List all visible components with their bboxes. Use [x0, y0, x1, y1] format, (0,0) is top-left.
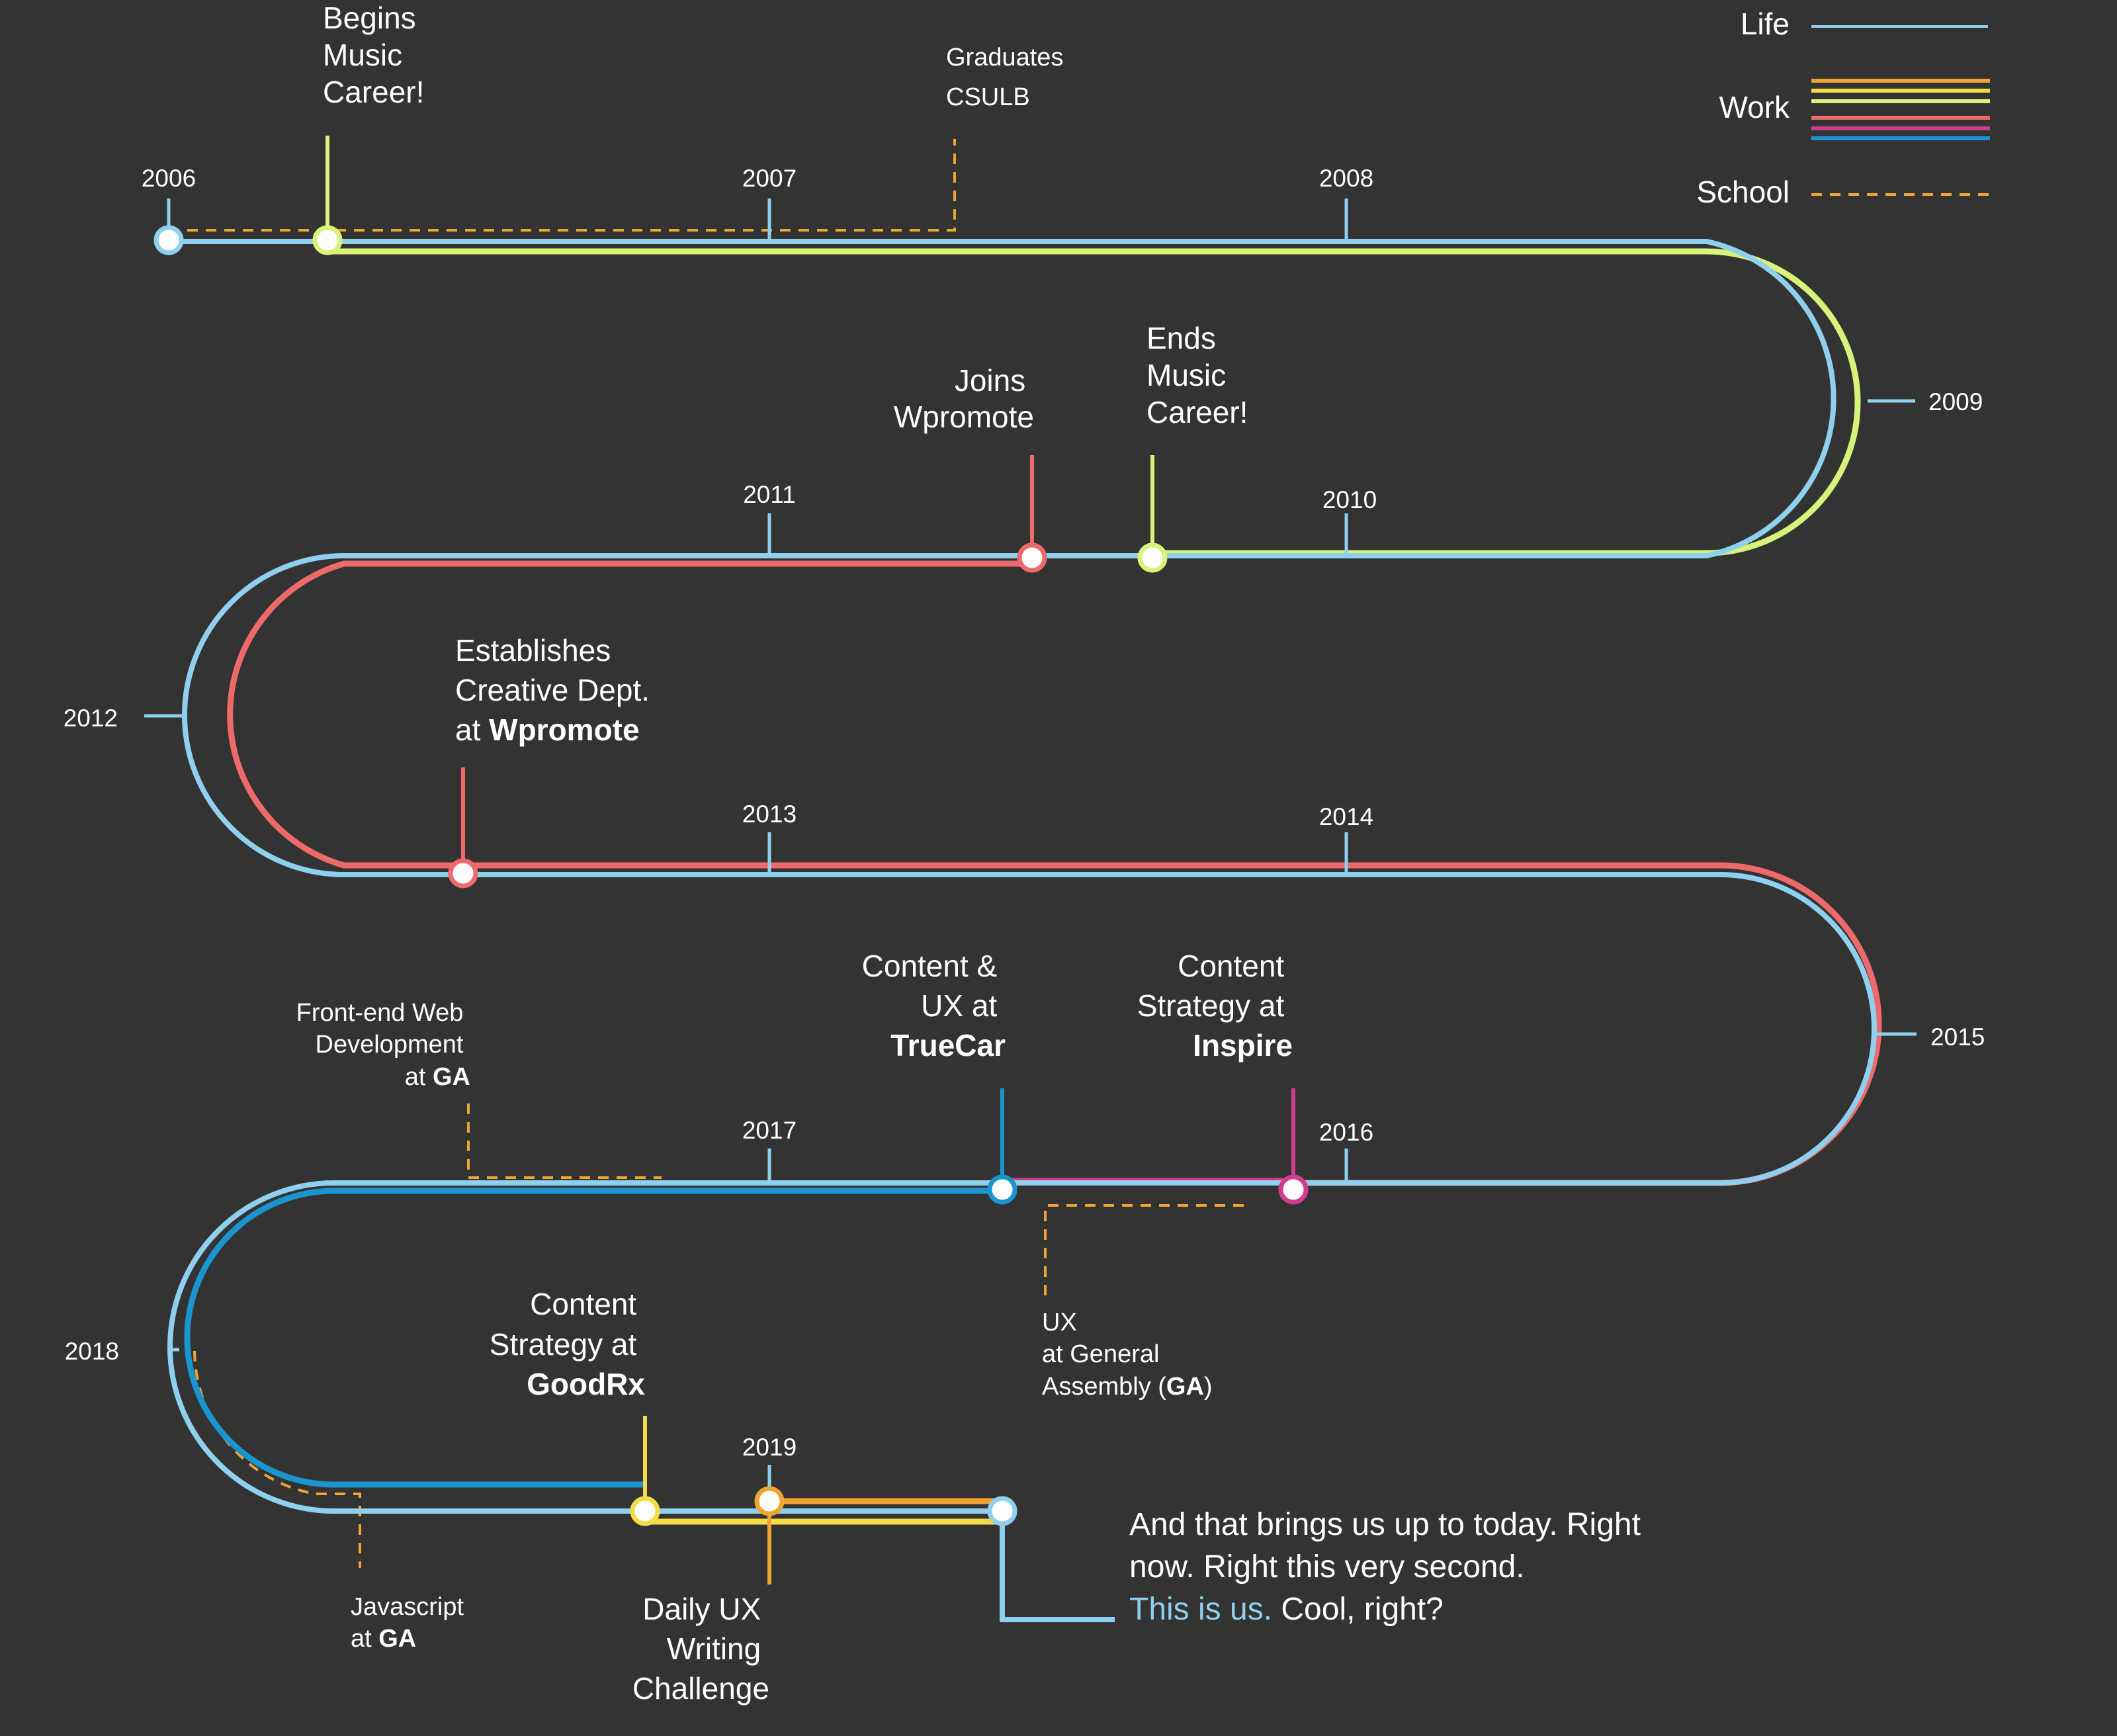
- event-nodes: [153, 225, 1309, 1526]
- legend: Life Work School: [1696, 7, 1990, 209]
- label-creative-dept: Establishes Creative Dept. at Wpromote: [455, 633, 658, 747]
- node-2006-start: [153, 225, 184, 255]
- year-2009: 2009: [1928, 388, 1983, 415]
- year-2016: 2016: [1319, 1119, 1373, 1146]
- year-2013: 2013: [742, 801, 797, 828]
- life-line: [167, 239, 1877, 1622]
- outro-text: And that brings us up to today. Right no…: [1129, 1507, 1649, 1627]
- node-daily-ux: [754, 1486, 785, 1516]
- label-inspire: Content Strategy at Inspire: [1137, 949, 1293, 1063]
- node-wpromote-join: [1017, 542, 1047, 573]
- node-today: [987, 1496, 1017, 1526]
- work-line-music: [327, 248, 1861, 556]
- year-2018: 2018: [65, 1338, 119, 1365]
- school-line-javascript: [193, 1350, 361, 1568]
- label-daily-ux: Daily UX Writing Challenge: [632, 1592, 769, 1706]
- year-2014: 2014: [1319, 803, 1373, 830]
- label-wpromote-join: Joins Wpromote: [894, 363, 1034, 434]
- node-goodrx: [630, 1496, 660, 1526]
- year-2019: 2019: [742, 1434, 797, 1461]
- legend-school-label: School: [1696, 175, 1790, 209]
- event-labels: Begins Music Career! Graduates CSULB Joi…: [296, 1, 1293, 1706]
- legend-work-label: Work: [1719, 90, 1790, 124]
- label-music-end: Ends Music Career!: [1146, 321, 1248, 429]
- year-2007: 2007: [742, 165, 797, 192]
- label-graduates: Graduates CSULB: [946, 44, 1070, 111]
- year-ticks: [144, 198, 1917, 1501]
- node-truecar: [987, 1174, 1017, 1205]
- year-2008: 2008: [1319, 165, 1373, 192]
- node-inspire: [1278, 1174, 1309, 1205]
- node-music-start: [312, 225, 343, 255]
- label-javascript: Javascript at GA: [351, 1593, 471, 1653]
- track-lines: [144, 136, 1917, 1622]
- legend-life-label: Life: [1741, 7, 1790, 41]
- year-2006: 2006: [142, 165, 196, 192]
- label-truecar: Content & UX at TrueCar: [862, 949, 1006, 1063]
- school-line-frontend: [467, 1104, 662, 1179]
- label-frontend: Front-end Web Development at GA: [296, 999, 470, 1091]
- work-line-truecar: [184, 1188, 1002, 1488]
- year-labels: 2006 2007 2008 2009 2010 2011 2012 2013 …: [64, 165, 1985, 1461]
- school-line-csulb: [169, 139, 956, 232]
- legend-work-lines: [1811, 79, 1990, 140]
- year-2012: 2012: [64, 705, 118, 732]
- label-music-start: Begins Music Career!: [323, 1, 424, 109]
- node-creative-dept: [448, 858, 478, 889]
- school-line-ux-ga: [1044, 1204, 1244, 1297]
- year-2017: 2017: [742, 1117, 797, 1144]
- label-ux-ga: UX at General Assembly (GA): [1042, 1309, 1213, 1401]
- label-goodrx: Content Strategy at GoodRx: [490, 1287, 646, 1401]
- node-music-end: [1137, 542, 1168, 573]
- year-2011: 2011: [743, 481, 796, 508]
- year-2010: 2010: [1322, 486, 1377, 513]
- year-2015: 2015: [1930, 1023, 1985, 1051]
